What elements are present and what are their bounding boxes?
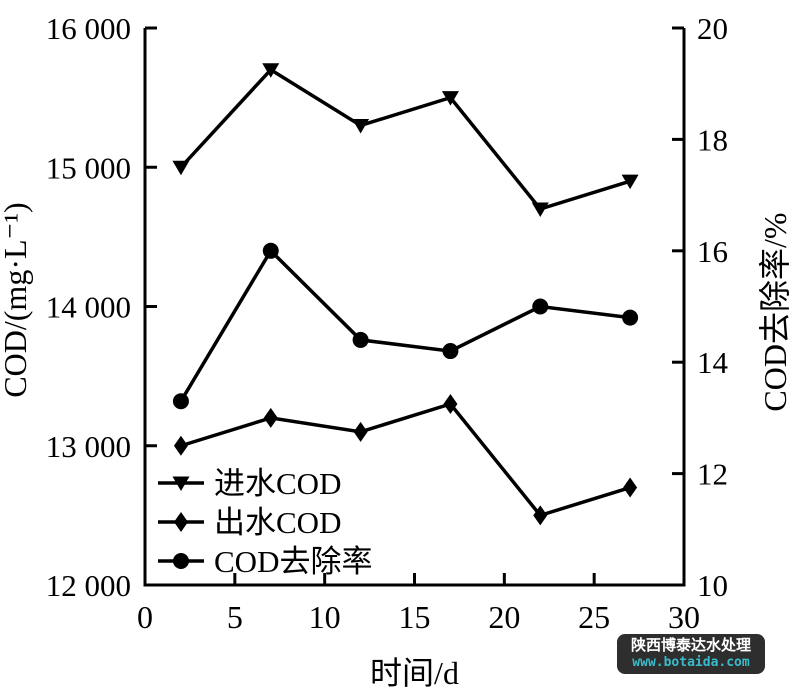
legend-label: COD去除率 [214,544,372,579]
diamond-marker [173,435,188,456]
series-line [180,401,631,518]
axes-frame [143,28,686,587]
legend-label: 出水COD [214,505,341,540]
diamond-marker [623,477,638,498]
series-line [179,247,631,403]
circle-marker [532,298,549,315]
x-tick-label: 0 [137,599,153,635]
legend-item-2: COD去除率 [158,544,372,579]
y-right-tick-label: 10 [697,568,728,603]
diamond-marker [263,407,278,428]
x-tick-label: 10 [309,599,341,635]
y-right-axis-title: COD去除率/% [757,212,793,411]
circle-marker [173,553,189,569]
triangle-down-marker [172,476,190,491]
y-right-tick-label: 20 [697,11,728,46]
series-1-diamond [173,393,638,526]
y-left-tick-label: 16 000 [46,11,131,46]
triangle-down-marker [441,91,459,106]
triangle-down-marker [262,63,280,78]
legend-item-1: 出水COD [158,505,341,540]
y-left-tick-label: 13 000 [46,429,131,464]
circle-marker [442,343,459,360]
triangle-down-marker [352,118,370,134]
x-tick-label: 5 [227,599,243,635]
x-tick-label: 15 [399,599,431,635]
triangle-down-marker [172,160,190,176]
circle-marker [172,393,189,410]
legend: 进水COD 出水COD COD去除率 [158,466,372,579]
y-right-tick-label: 16 [697,234,728,269]
y-right-tick-label: 12 [697,457,728,492]
series-0-triangle-down [172,63,639,218]
legend-label: 进水COD [214,466,341,501]
y-right-tick-label: 14 [697,345,729,380]
diamond-marker [353,421,368,442]
circle-marker [262,242,279,259]
diamond-marker [443,393,458,414]
watermark-company: 陕西博泰达水处理 [630,637,751,655]
triangle-down-marker [531,202,549,218]
watermark-badge: 陕西博泰达水处理 www.botaida.com [617,634,765,674]
y-left-tick-label: 14 000 [46,290,131,325]
watermark-url: www.botaida.com [632,655,750,671]
series-2-circle [172,242,639,410]
x-tick-label: 30 [668,599,700,635]
circle-marker [352,331,369,348]
diamond-marker [174,512,188,532]
x-tick-label: 25 [578,599,610,635]
triangle-down-marker [621,174,639,190]
y-right-tick-label: 18 [697,122,728,157]
x-axis-title: 时间/d [370,655,459,691]
circle-marker [622,309,639,326]
diamond-marker [533,505,548,526]
legend-item-0: 进水COD [158,466,341,501]
y-left-tick-label: 12 000 [46,568,131,603]
series-line [179,67,631,212]
y-left-tick-label: 15 000 [46,150,131,185]
x-tick-label: 20 [488,599,520,635]
y-left-axis-title: COD/(mg·L⁻¹) [0,202,33,397]
